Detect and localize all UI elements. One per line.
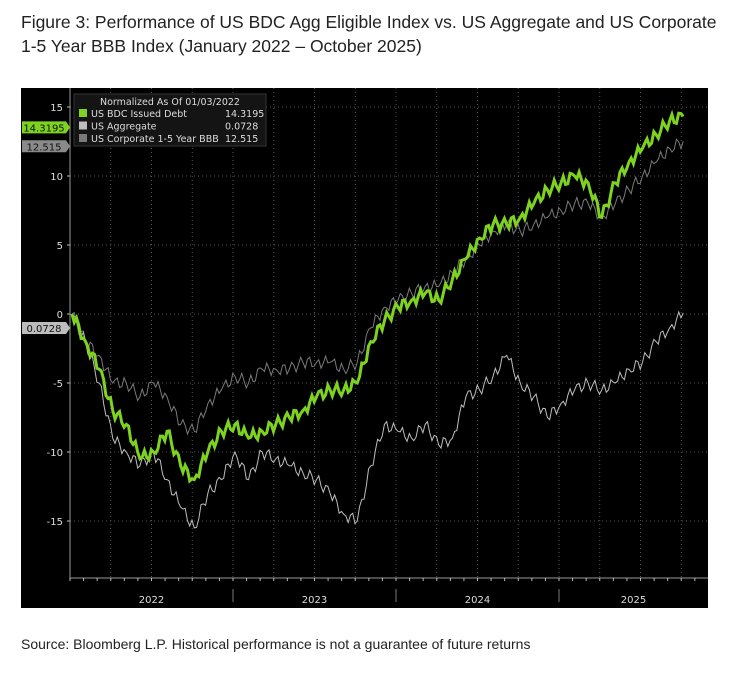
- series-line-us-aggregate: [71, 310, 684, 529]
- legend-swatch: [79, 134, 87, 142]
- y-tick-label: -15: [47, 517, 63, 528]
- legend-value: 14.3195: [225, 109, 264, 120]
- line-chart: 15 10 5 0 -5 -10 -15 2022 2023 2024 2025 14.3195 0.…: [21, 88, 708, 608]
- y-tick-label: 15: [50, 103, 63, 114]
- legend-title: Normalized As Of 01/03/2022: [100, 97, 240, 108]
- y-tick-label: 5: [57, 241, 63, 252]
- legend-value: 12.515: [225, 134, 258, 145]
- last-value-tag: 12.515: [22, 140, 70, 153]
- legend-swatch: [79, 121, 87, 130]
- legend-label: US BDC Issued Debt: [91, 109, 187, 120]
- x-tick-label: 2022: [139, 595, 164, 606]
- series-line-us-corporate-1-5-year-bbb: [71, 138, 684, 436]
- last-value-label: 0.0728: [27, 324, 62, 335]
- legend-label: US Corporate 1-5 Year BBB: [91, 134, 219, 145]
- legend-swatch: [79, 109, 87, 117]
- last-value-tag: 0.0728: [22, 321, 70, 335]
- source-note: Source: Bloomberg L.P. Historical perfor…: [21, 636, 531, 652]
- y-tick-label: -5: [53, 379, 63, 390]
- x-tick-label: 2024: [465, 595, 490, 606]
- last-value-label: 14.3195: [23, 123, 64, 134]
- series-line-us-bdc-issued-debt: [70, 109, 685, 484]
- x-tick-label: 2025: [621, 595, 646, 606]
- legend-value: 0.0728: [225, 122, 258, 133]
- figure-title: Figure 3: Performance of US BDC Agg Elig…: [21, 12, 717, 56]
- legend-label: US Aggregate: [91, 122, 157, 133]
- y-tick-label: -10: [47, 448, 63, 459]
- last-value-tag: 14.3195: [22, 121, 70, 134]
- last-value-label: 12.515: [27, 142, 62, 153]
- y-tick-label: 0: [57, 310, 63, 321]
- x-tick-label: 2023: [302, 595, 327, 606]
- y-tick-label: 10: [50, 172, 63, 183]
